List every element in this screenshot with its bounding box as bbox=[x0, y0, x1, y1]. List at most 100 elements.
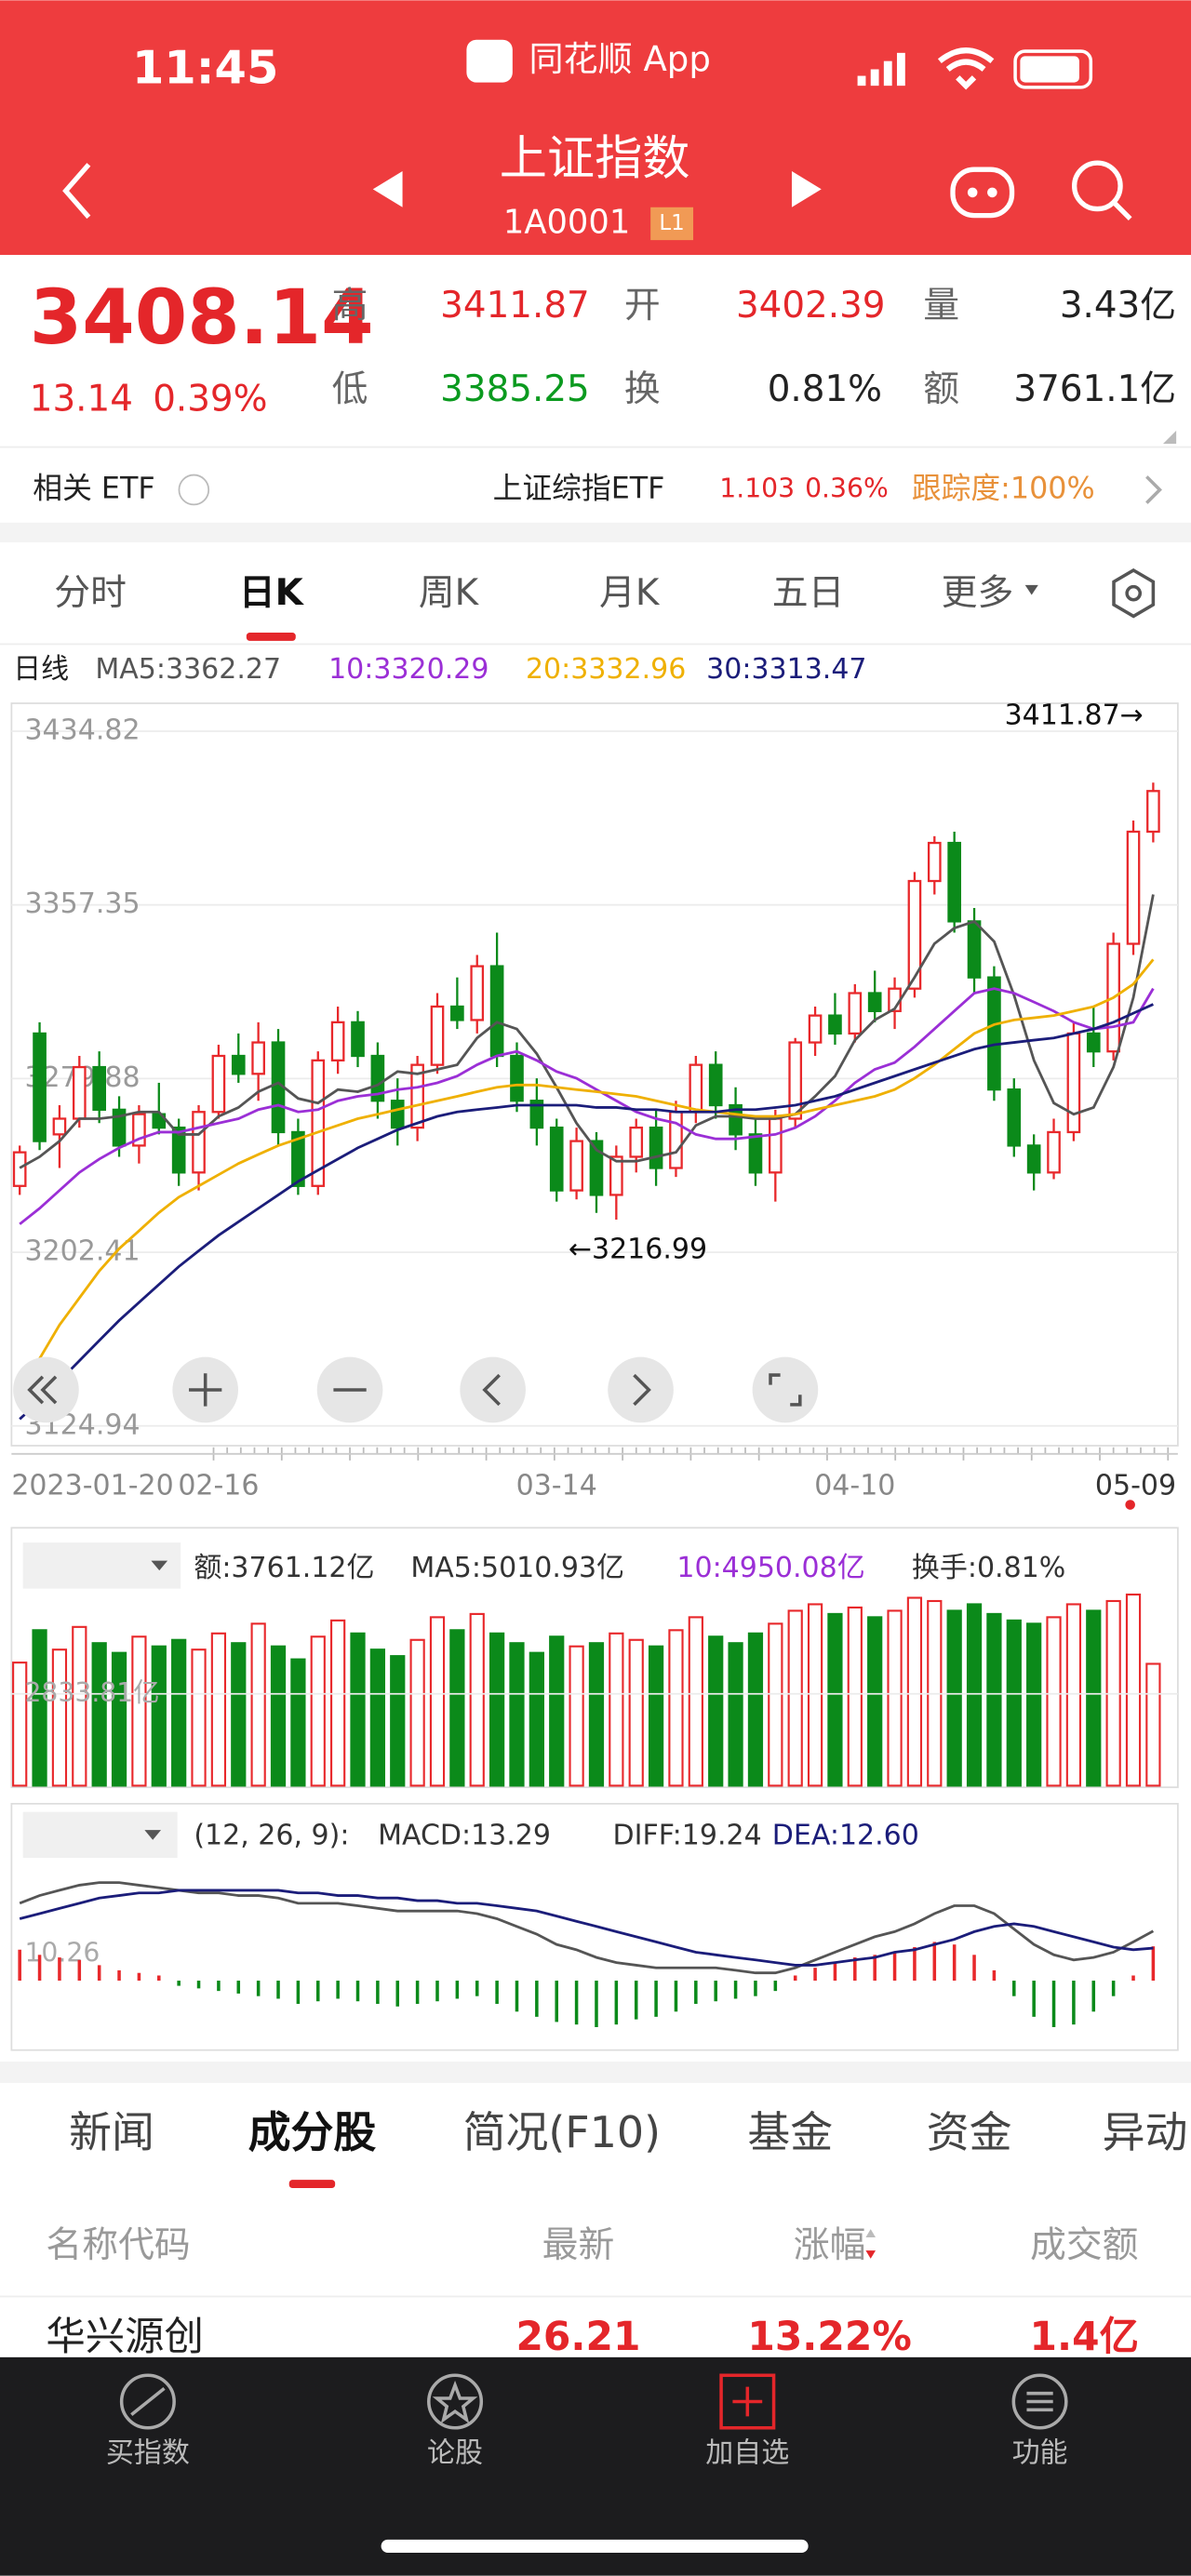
x-tick-label: 04-10 bbox=[814, 1470, 895, 1502]
tab-underline bbox=[246, 633, 296, 641]
volume-bar bbox=[290, 1658, 306, 1787]
candle-body bbox=[629, 1126, 644, 1158]
candle-body bbox=[311, 1059, 326, 1187]
candle-body bbox=[947, 841, 961, 923]
etf-price: 1.103 bbox=[719, 473, 795, 503]
nav-item[interactable]: 加自选 bbox=[705, 2437, 789, 2470]
content-tab[interactable]: 异动 bbox=[1103, 2107, 1188, 2157]
period-tab[interactable]: 五日 bbox=[772, 572, 845, 614]
content-tab[interactable]: 资金 bbox=[927, 2107, 1012, 2157]
candle-body bbox=[510, 1054, 524, 1102]
content-tab[interactable]: 简况(F10) bbox=[463, 2107, 661, 2157]
candle-body bbox=[848, 992, 863, 1035]
nav-item[interactable]: 论股 bbox=[427, 2437, 483, 2470]
volume-bar bbox=[747, 1632, 764, 1787]
volume-bar bbox=[688, 1616, 703, 1787]
table-header: 涨幅 bbox=[794, 2224, 866, 2266]
candle-body bbox=[768, 1117, 783, 1174]
volume-bar bbox=[250, 1622, 266, 1787]
volume-bar bbox=[569, 1645, 584, 1787]
quote-label: 开 bbox=[624, 285, 661, 327]
etf-name[interactable]: 上证综指ETF bbox=[493, 472, 665, 505]
candle-body bbox=[192, 1111, 206, 1174]
content-tab[interactable]: 新闻 bbox=[69, 2107, 154, 2157]
robot-button[interactable] bbox=[950, 167, 1015, 219]
fullscreen-button[interactable] bbox=[752, 1356, 819, 1423]
candle-body bbox=[72, 1065, 87, 1120]
period-tab[interactable]: 日K bbox=[239, 572, 305, 614]
badge-bg bbox=[650, 207, 694, 241]
volume-bar bbox=[867, 1616, 883, 1787]
period-tab[interactable]: 分时 bbox=[54, 572, 127, 614]
volume-bar bbox=[171, 1638, 187, 1787]
legend-entry: 30:3313.47 bbox=[706, 653, 866, 686]
volume-selector[interactable] bbox=[22, 1542, 181, 1589]
table-cell[interactable]: 13.22% bbox=[747, 2314, 911, 2359]
volume-bar bbox=[270, 1645, 287, 1787]
candle-body bbox=[152, 1113, 167, 1129]
search-button[interactable] bbox=[1072, 160, 1132, 221]
candle-body bbox=[390, 1100, 405, 1129]
volume-bar bbox=[887, 1609, 903, 1787]
back-button[interactable] bbox=[62, 163, 91, 220]
content-tab[interactable]: 成分股 bbox=[248, 2107, 377, 2157]
volume-bar bbox=[1125, 1593, 1142, 1787]
legend-entry: DIFF:19.24 bbox=[613, 1820, 762, 1852]
volume-bar bbox=[469, 1612, 485, 1787]
prev-button[interactable] bbox=[372, 170, 403, 207]
macd-line bbox=[19, 1889, 1154, 1967]
candle-body bbox=[291, 1130, 305, 1187]
period-tab[interactable]: 月K bbox=[599, 572, 661, 614]
settings-button[interactable] bbox=[1112, 567, 1156, 619]
nav-item[interactable]: 买指数 bbox=[106, 2437, 190, 2470]
code: 1A0001 bbox=[503, 203, 630, 241]
ma-line bbox=[19, 987, 1155, 1225]
sort-down bbox=[865, 2250, 877, 2259]
period-tabs: 分时 日K 周K 月K 五日 更多 bbox=[54, 572, 1013, 614]
content-tab[interactable]: 基金 bbox=[747, 2107, 833, 2157]
change: 13.14 bbox=[30, 379, 133, 420]
table-cell[interactable]: 26.21 bbox=[515, 2314, 640, 2359]
candle-body bbox=[1086, 1032, 1101, 1053]
quote-label: 换 bbox=[624, 368, 661, 410]
nav-icons bbox=[119, 2373, 1068, 2430]
candle-body bbox=[788, 1041, 803, 1120]
candle-body bbox=[708, 1063, 723, 1107]
corner-mark bbox=[1162, 430, 1177, 445]
volume-bar bbox=[966, 1603, 983, 1787]
signal-icon bbox=[857, 52, 905, 87]
next-button[interactable] bbox=[791, 170, 822, 207]
zoom-out-all-button[interactable] bbox=[13, 1356, 79, 1423]
volume-bar bbox=[151, 1645, 167, 1787]
left-button[interactable] bbox=[460, 1356, 526, 1423]
nav-item[interactable]: 功能 bbox=[1012, 2437, 1068, 2470]
ma-line bbox=[19, 1003, 1154, 1421]
volume-bar bbox=[728, 1642, 743, 1787]
quote-label: 量 bbox=[923, 285, 959, 327]
volume-bar bbox=[787, 1609, 803, 1787]
period-tab[interactable]: 周K bbox=[419, 572, 480, 614]
quote-label: 额 bbox=[923, 368, 959, 410]
candle-body bbox=[1146, 790, 1160, 834]
period-tab[interactable]: 更多 bbox=[942, 572, 1014, 614]
right-button[interactable] bbox=[608, 1356, 674, 1423]
help-icon[interactable] bbox=[178, 474, 210, 506]
clock: 11:45 bbox=[132, 41, 278, 95]
candle-body bbox=[112, 1108, 127, 1147]
candle-body bbox=[351, 1021, 365, 1058]
volume-bar bbox=[588, 1642, 605, 1787]
x-tick-label: 03-14 bbox=[516, 1470, 597, 1502]
candle-body bbox=[171, 1126, 186, 1174]
candle-body bbox=[33, 1032, 47, 1142]
table-cell[interactable]: 1.4亿 bbox=[1030, 2314, 1139, 2359]
table-cell[interactable]: 华兴源创 bbox=[46, 2314, 203, 2359]
more-arrow bbox=[1024, 584, 1038, 595]
table-header: 成交额 bbox=[1030, 2224, 1139, 2266]
app-icon bbox=[466, 39, 513, 83]
volume-bar bbox=[330, 1619, 346, 1787]
kline-frame bbox=[10, 702, 1179, 1447]
etf-chevron[interactable] bbox=[1145, 475, 1162, 504]
volume-bar bbox=[768, 1622, 783, 1787]
